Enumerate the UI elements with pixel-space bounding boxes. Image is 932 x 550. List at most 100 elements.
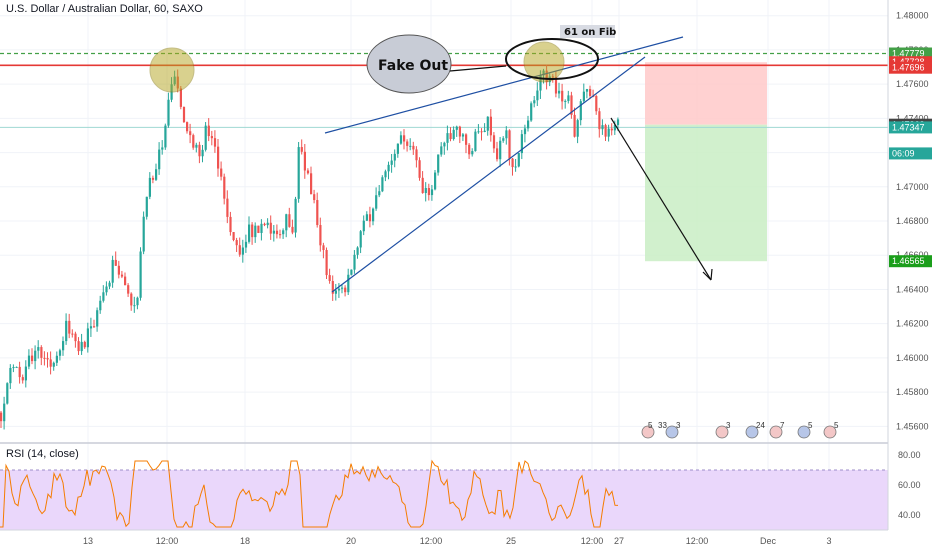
candle-body — [474, 131, 477, 152]
candle-body — [251, 224, 254, 238]
projection-arrow — [610, 117, 712, 281]
candle-body — [127, 285, 130, 294]
candle-body — [533, 100, 536, 104]
candle-body — [393, 153, 396, 161]
candle-body — [86, 328, 89, 348]
candle-body — [477, 131, 480, 133]
candle-body — [564, 100, 567, 102]
price-tick-label: 1.46200 — [896, 319, 929, 329]
candle-body — [80, 341, 83, 352]
candle-body — [539, 75, 542, 91]
candle-body — [294, 198, 297, 233]
candle-body — [579, 101, 582, 121]
event-count: 24 — [756, 421, 765, 430]
candle-body — [458, 126, 461, 137]
candle-body — [93, 326, 96, 328]
candle-body — [582, 91, 585, 102]
time-tick-label: 3 — [826, 536, 831, 546]
candle-body — [337, 288, 341, 291]
candle-body — [523, 128, 527, 135]
price-tick-label: 1.47400 — [896, 113, 929, 123]
candle-body — [573, 114, 576, 137]
time-tick-label: 12:00 — [581, 536, 604, 546]
event-icon — [745, 425, 759, 439]
candle-body — [297, 147, 300, 199]
candle-body — [266, 222, 269, 226]
candle-body — [496, 148, 499, 160]
candle-body — [576, 120, 579, 137]
take-profit-zone — [645, 124, 767, 262]
rsi-tick-label: 40.00 — [898, 510, 921, 520]
candle-body — [610, 128, 613, 131]
candle-body — [105, 286, 108, 293]
candle-body — [24, 366, 27, 381]
candle-body — [384, 171, 387, 178]
candle-body — [468, 144, 471, 155]
candle-body — [310, 173, 313, 195]
candle-body — [235, 240, 238, 246]
rsi-tick-label: 80.00 — [898, 450, 921, 460]
candle-body — [31, 355, 34, 362]
event-count: 33 — [658, 421, 667, 430]
rsi-band — [0, 470, 888, 530]
time-tick-label: 20 — [346, 536, 356, 546]
candle-body — [409, 145, 412, 147]
candle-body — [452, 129, 455, 140]
candle-body — [381, 177, 384, 192]
fakeout-label: Fake Out — [378, 58, 448, 74]
candle-body — [136, 297, 139, 306]
candle-body — [390, 160, 393, 165]
candle-body — [244, 241, 248, 248]
candle-body — [158, 149, 161, 170]
candle-body — [365, 214, 368, 221]
candle-body — [68, 320, 71, 334]
candle-body — [536, 90, 539, 101]
event-icon — [641, 425, 655, 439]
candle-body — [440, 146, 443, 155]
candle-body — [198, 144, 201, 157]
candle-body — [570, 95, 573, 115]
candle-body — [319, 225, 322, 246]
candle-body — [148, 177, 151, 197]
event-icon — [797, 425, 811, 439]
candle-body — [55, 355, 58, 363]
time-tick-label: 25 — [506, 536, 516, 546]
candle-body — [387, 164, 390, 172]
candle-body — [465, 134, 468, 145]
candle-body — [120, 274, 124, 277]
event-icon — [769, 425, 783, 439]
candle-body — [74, 333, 77, 342]
candle-body — [316, 200, 319, 226]
price-tick-label: 1.46400 — [896, 284, 929, 294]
candle-body — [275, 230, 279, 235]
candle-body — [238, 245, 241, 255]
candle-body — [480, 131, 483, 133]
candle-body — [589, 89, 592, 96]
price-tick-label: 1.47000 — [896, 182, 929, 192]
candle-body — [186, 122, 189, 132]
candle-body — [558, 90, 561, 94]
candle-body — [595, 96, 598, 112]
candle-body — [449, 133, 452, 140]
candle-body — [527, 120, 530, 129]
candle-body — [229, 216, 232, 233]
candle-body — [207, 125, 210, 137]
candle-body — [368, 214, 372, 222]
candle-body — [213, 138, 217, 147]
candle-body — [288, 214, 291, 227]
candle-body — [65, 320, 68, 342]
candle-body — [114, 259, 117, 266]
candle-body — [300, 147, 303, 152]
candle-body — [598, 111, 601, 130]
candle-body — [483, 130, 486, 133]
candle-body — [232, 232, 235, 241]
price-tag-label: 1.47779 — [892, 48, 925, 58]
candle-body — [378, 191, 381, 196]
candle-body — [508, 130, 511, 159]
candle-body — [415, 149, 418, 161]
candle-body — [217, 146, 220, 169]
candle-body — [372, 208, 375, 222]
candle-body — [427, 187, 430, 196]
price-tag-label: 1.47347 — [892, 122, 925, 132]
